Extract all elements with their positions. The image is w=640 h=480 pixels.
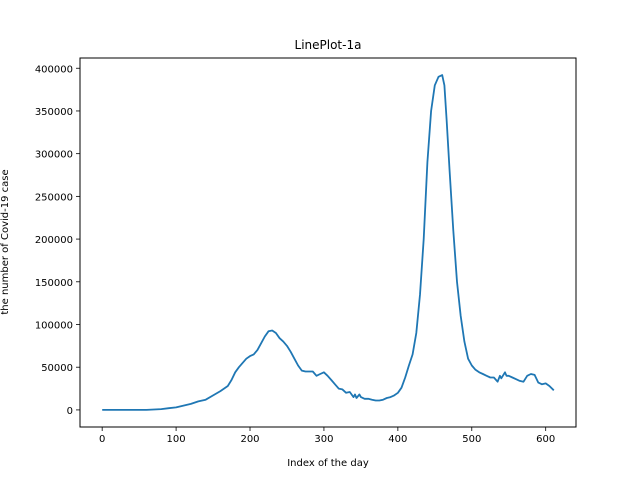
series-line: [102, 74, 555, 411]
ticks-layer: 0 100 200 300 400 500 600 0 50000 100000 150000 200…: [35, 64, 555, 445]
x-tick-label: 100: [167, 434, 186, 445]
x-tick-label: 400: [388, 434, 407, 445]
x-axis-title: Index of the day: [287, 458, 369, 469]
y-tick-label: 50000: [41, 363, 73, 374]
x-tick-label: 300: [314, 434, 333, 445]
y-tick-label: 250000: [35, 192, 73, 203]
y-tick-label: 300000: [35, 150, 73, 161]
x-tick-label: 200: [240, 434, 259, 445]
plot-area: [80, 58, 576, 427]
x-tick-label: 0: [99, 434, 105, 445]
chart-title: LinePlot-1a: [295, 38, 362, 52]
y-tick-label: 100000: [35, 321, 73, 332]
y-tick-label: 200000: [35, 235, 73, 246]
plot-frame: [79, 57, 577, 428]
y-tick-label: 150000: [35, 278, 73, 289]
y-tick-label: 400000: [35, 64, 73, 75]
y-axis-title: the number of Covid-19 case: [0, 169, 11, 314]
y-tick-label: 0: [67, 406, 73, 417]
x-tick-label: 500: [462, 434, 481, 445]
x-tick-label: 600: [536, 434, 555, 445]
y-tick-label: 350000: [35, 107, 73, 118]
